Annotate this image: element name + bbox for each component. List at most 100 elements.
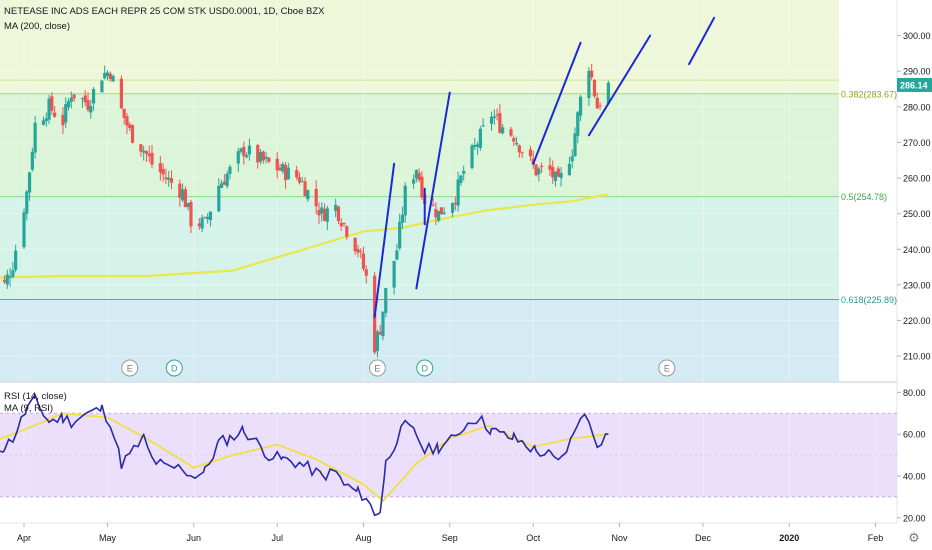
- earnings-marker[interactable]: [368, 359, 386, 377]
- candle-body: [342, 223, 346, 225]
- candle-body: [139, 144, 143, 152]
- candle-body: [548, 165, 552, 170]
- candle-body: [189, 201, 193, 227]
- candle-body: [470, 145, 474, 169]
- time-tick-label: Sep: [442, 533, 458, 543]
- candle-body: [420, 176, 424, 198]
- event-marker-label: E: [374, 364, 380, 374]
- candle-body: [108, 73, 112, 79]
- candle-body: [578, 96, 583, 116]
- candle-body: [587, 70, 591, 99]
- candle-body: [398, 221, 402, 249]
- candle-body: [225, 173, 229, 187]
- candle-body: [595, 97, 599, 109]
- candle-body: [2, 279, 7, 283]
- rsi-tick-label: 60.00: [903, 430, 926, 440]
- candle-body: [53, 112, 57, 117]
- trendline[interactable]: [587, 34, 652, 137]
- time-tick-label: Nov: [612, 533, 629, 543]
- time-axis: Apr May Jun Jul Aug Sep Oct Nov Dec 2020 Feb ⚙: [0, 522, 920, 545]
- trendline[interactable]: [415, 91, 451, 290]
- event-marker-label: E: [127, 364, 133, 374]
- gear-icon[interactable]: ⚙: [908, 530, 920, 545]
- candle-body: [5, 274, 9, 285]
- candle-body: [325, 208, 329, 222]
- candle-body: [119, 78, 123, 109]
- candle-body: [495, 114, 499, 116]
- candle-body: [69, 97, 73, 102]
- candles: [2, 63, 610, 358]
- candle-body: [89, 106, 93, 113]
- earnings-marker[interactable]: [658, 359, 676, 377]
- trendline[interactable]: [532, 41, 582, 165]
- time-tick-label: Apr: [17, 533, 31, 543]
- dividend-marker[interactable]: [165, 359, 183, 377]
- candle-body: [539, 165, 544, 168]
- rsi-pane: 20.00 40.00 60.00 80.00: [0, 381, 926, 523]
- candle-body: [384, 287, 388, 313]
- earnings-marker[interactable]: [121, 359, 139, 377]
- chart-legend: NETEASE INC ADS EACH REPR 25 COM STK USD…: [4, 4, 324, 34]
- candle-body: [434, 209, 438, 218]
- candle-body: [128, 124, 132, 128]
- ma-legend-label[interactable]: MA (200, close): [4, 21, 70, 32]
- candle-body: [228, 166, 232, 174]
- candle-body: [411, 179, 416, 184]
- dividend-marker[interactable]: [416, 359, 434, 377]
- rsi-line: [0, 393, 609, 517]
- time-tick-label: Feb: [868, 533, 884, 543]
- candle-body: [356, 248, 360, 253]
- candle-body: [414, 170, 418, 179]
- ma200-polyline: [0, 193, 609, 279]
- candle-body: [345, 226, 349, 237]
- candle-body: [534, 164, 538, 176]
- candle-body: [178, 183, 182, 198]
- candle-body: [144, 151, 149, 154]
- candle-body: [450, 203, 455, 213]
- last-price-tag: [897, 77, 932, 92]
- candle-body: [509, 129, 513, 136]
- event-marker-label: D: [171, 364, 178, 374]
- candle-body: [169, 178, 174, 183]
- price-tick-label: 280.00: [903, 102, 931, 112]
- rsi-legend-label[interactable]: RSI (14, close): [4, 391, 67, 402]
- candle-body: [164, 177, 168, 180]
- event-marker-label: E: [664, 364, 670, 374]
- candle-body: [8, 276, 12, 278]
- candle-body: [417, 173, 421, 181]
- symbol-title[interactable]: NETEASE INC ADS EACH REPR 25 COM STK USD…: [4, 6, 325, 17]
- candle-body: [567, 163, 572, 175]
- rsi-ma-legend-label[interactable]: MA (9, RSI): [4, 403, 54, 414]
- candle-body: [203, 217, 207, 219]
- candle-body: [439, 207, 444, 215]
- trendlines[interactable]: [373, 16, 716, 318]
- candle-body: [400, 214, 405, 223]
- candle-body: [489, 116, 494, 124]
- candle-body: [395, 250, 399, 260]
- trendline[interactable]: [688, 16, 716, 66]
- candle-body: [481, 125, 485, 127]
- candle-body: [520, 152, 524, 154]
- candle-body: [514, 142, 519, 145]
- candle-body: [130, 125, 135, 143]
- time-tick-label: Aug: [355, 533, 371, 543]
- candle-body: [206, 216, 210, 220]
- candle-body: [303, 181, 307, 197]
- candle-body: [242, 146, 246, 157]
- candle-body: [61, 114, 65, 126]
- candle-body: [183, 189, 188, 208]
- candle-body: [453, 202, 457, 205]
- candle-body: [475, 144, 480, 147]
- candle-body: [361, 253, 366, 269]
- candle-body: [556, 168, 560, 177]
- candle-body: [267, 157, 271, 162]
- trendline[interactable]: [373, 162, 396, 318]
- price-tick-label: 210.00: [903, 352, 931, 362]
- candle-body: [392, 260, 396, 288]
- candle-body: [286, 167, 290, 180]
- candle-body: [381, 311, 385, 337]
- candle-body: [256, 145, 260, 163]
- price-tick-label: 290.00: [903, 67, 931, 77]
- zone-500-618: [0, 196, 839, 300]
